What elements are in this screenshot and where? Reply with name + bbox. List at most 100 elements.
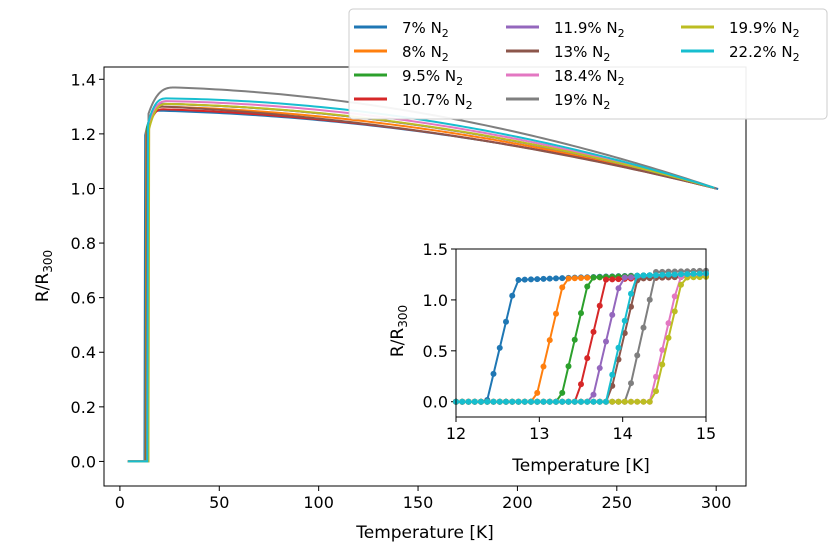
legend-item-5: 11.9% N2 — [506, 19, 625, 40]
inset-marker — [615, 398, 622, 405]
inset-y-axis-label-main: R/R — [388, 328, 408, 358]
x-tick-label: 300 — [701, 493, 732, 512]
legend-label-sub: 2 — [442, 27, 449, 40]
y-tick-label: 1.2 — [71, 125, 96, 144]
inset-marker — [540, 363, 547, 370]
inset-y-axis-label: R/R300 — [388, 305, 410, 357]
inset-marker — [540, 398, 547, 405]
inset-marker — [596, 365, 603, 372]
y-tick-label: 0.2 — [71, 398, 96, 417]
legend-label: 11.9% N2 — [554, 19, 625, 40]
inset-marker — [615, 285, 622, 292]
legend-label-main: 10.7% N — [402, 91, 466, 109]
inset-marker — [465, 398, 472, 405]
main-y-axis-label: R/R300 — [33, 250, 55, 302]
legend-label: 9.5% N2 — [402, 67, 463, 88]
legend-label-sub: 2 — [793, 27, 800, 40]
inset-marker — [553, 275, 559, 282]
inset-marker — [634, 272, 641, 279]
inset-marker — [609, 398, 616, 405]
y-tick-label: 1.4 — [71, 70, 96, 89]
inset-plot: 12 13 14 15 0.0 0.5 1.0 1.5 Temperature [K] R/… — [388, 240, 716, 476]
inset-marker — [565, 398, 572, 405]
legend-item-9: 19.9% N2 — [681, 19, 800, 40]
inset-x-axis-label: Temperature [K] — [511, 456, 650, 476]
legend-label-sub: 2 — [603, 99, 610, 112]
inset-marker — [571, 336, 578, 343]
legend-item-7: 18.4% N2 — [506, 67, 625, 88]
y-tick-label: 0.0 — [423, 393, 448, 412]
y-tick-label: 0.4 — [71, 343, 96, 362]
legend-label-main: 22.2% N — [729, 43, 793, 61]
main-x-axis-label: Temperature [K] — [355, 523, 494, 543]
inset-marker — [609, 371, 616, 378]
legend-label-sub: 2 — [442, 51, 449, 64]
inset-y-ticks: 0.0 0.5 1.0 1.5 — [423, 240, 456, 412]
inset-marker — [640, 272, 647, 279]
x-tick-label: 12 — [446, 424, 466, 443]
inset-marker — [696, 270, 703, 277]
inset-marker — [653, 388, 659, 395]
y-tick-label: 1.0 — [71, 179, 96, 198]
inset-marker — [596, 274, 603, 281]
inset-marker — [565, 363, 572, 370]
inset-marker — [665, 271, 672, 278]
inset-marker — [528, 276, 534, 283]
inset-series-lines — [453, 267, 709, 405]
inset-marker — [621, 274, 628, 281]
inset-marker — [684, 271, 691, 278]
x-tick-label: 50 — [209, 493, 229, 512]
inset-marker — [509, 398, 516, 405]
inset-marker — [546, 275, 553, 282]
inset-marker — [590, 391, 597, 398]
x-tick-label: 15 — [696, 424, 716, 443]
legend-label: 22.2% N2 — [729, 43, 800, 64]
inset-marker — [578, 310, 584, 317]
inset-marker — [559, 275, 566, 282]
inset-marker — [546, 398, 553, 405]
main-series-line-9 — [127, 102, 715, 463]
inset-marker — [634, 398, 641, 405]
x-tick-label: 200 — [502, 493, 533, 512]
legend-item-6: 13% N2 — [506, 43, 610, 64]
inset-marker — [553, 398, 559, 405]
inset-marker — [559, 398, 566, 405]
legend-label-sub: 2 — [456, 75, 463, 88]
inset-marker — [603, 276, 609, 283]
legend-label-sub: 2 — [793, 51, 800, 64]
legend-label: 8% N2 — [402, 43, 449, 64]
legend-item-2: 8% N2 — [354, 43, 449, 64]
x-tick-label: 14 — [612, 424, 632, 443]
main-series-lines — [127, 86, 719, 463]
inset-marker — [578, 275, 584, 281]
legend-label-main: 13% N — [554, 43, 603, 61]
legend-label-sub: 2 — [466, 99, 473, 112]
inset-marker — [659, 361, 666, 368]
inset-marker — [565, 275, 572, 282]
inset-marker — [521, 276, 528, 283]
inset-marker — [628, 380, 634, 387]
inset-marker — [628, 303, 634, 310]
inset-marker — [653, 272, 659, 279]
inset-marker — [559, 284, 566, 291]
legend-label-main: 18.4% N — [554, 67, 618, 85]
inset-marker — [659, 271, 666, 278]
inset-marker — [584, 283, 591, 290]
inset-marker — [615, 276, 622, 283]
inset-marker — [621, 317, 628, 324]
inset-marker — [515, 398, 522, 405]
main-y-ticks: 0.0 0.2 0.4 0.6 0.8 1.0 1.2 1.4 — [71, 70, 104, 471]
inset-marker — [609, 311, 616, 318]
inset-marker — [584, 398, 591, 405]
inset-marker — [609, 276, 616, 283]
inset-marker — [640, 324, 647, 331]
inset-y-axis-label-sub: 300 — [396, 305, 410, 328]
inset-marker — [665, 320, 672, 327]
inset-marker — [590, 328, 597, 335]
inset-marker — [603, 338, 609, 345]
inset-marker — [653, 373, 659, 380]
inset-marker — [534, 389, 541, 396]
legend-label-sub: 2 — [618, 27, 625, 40]
